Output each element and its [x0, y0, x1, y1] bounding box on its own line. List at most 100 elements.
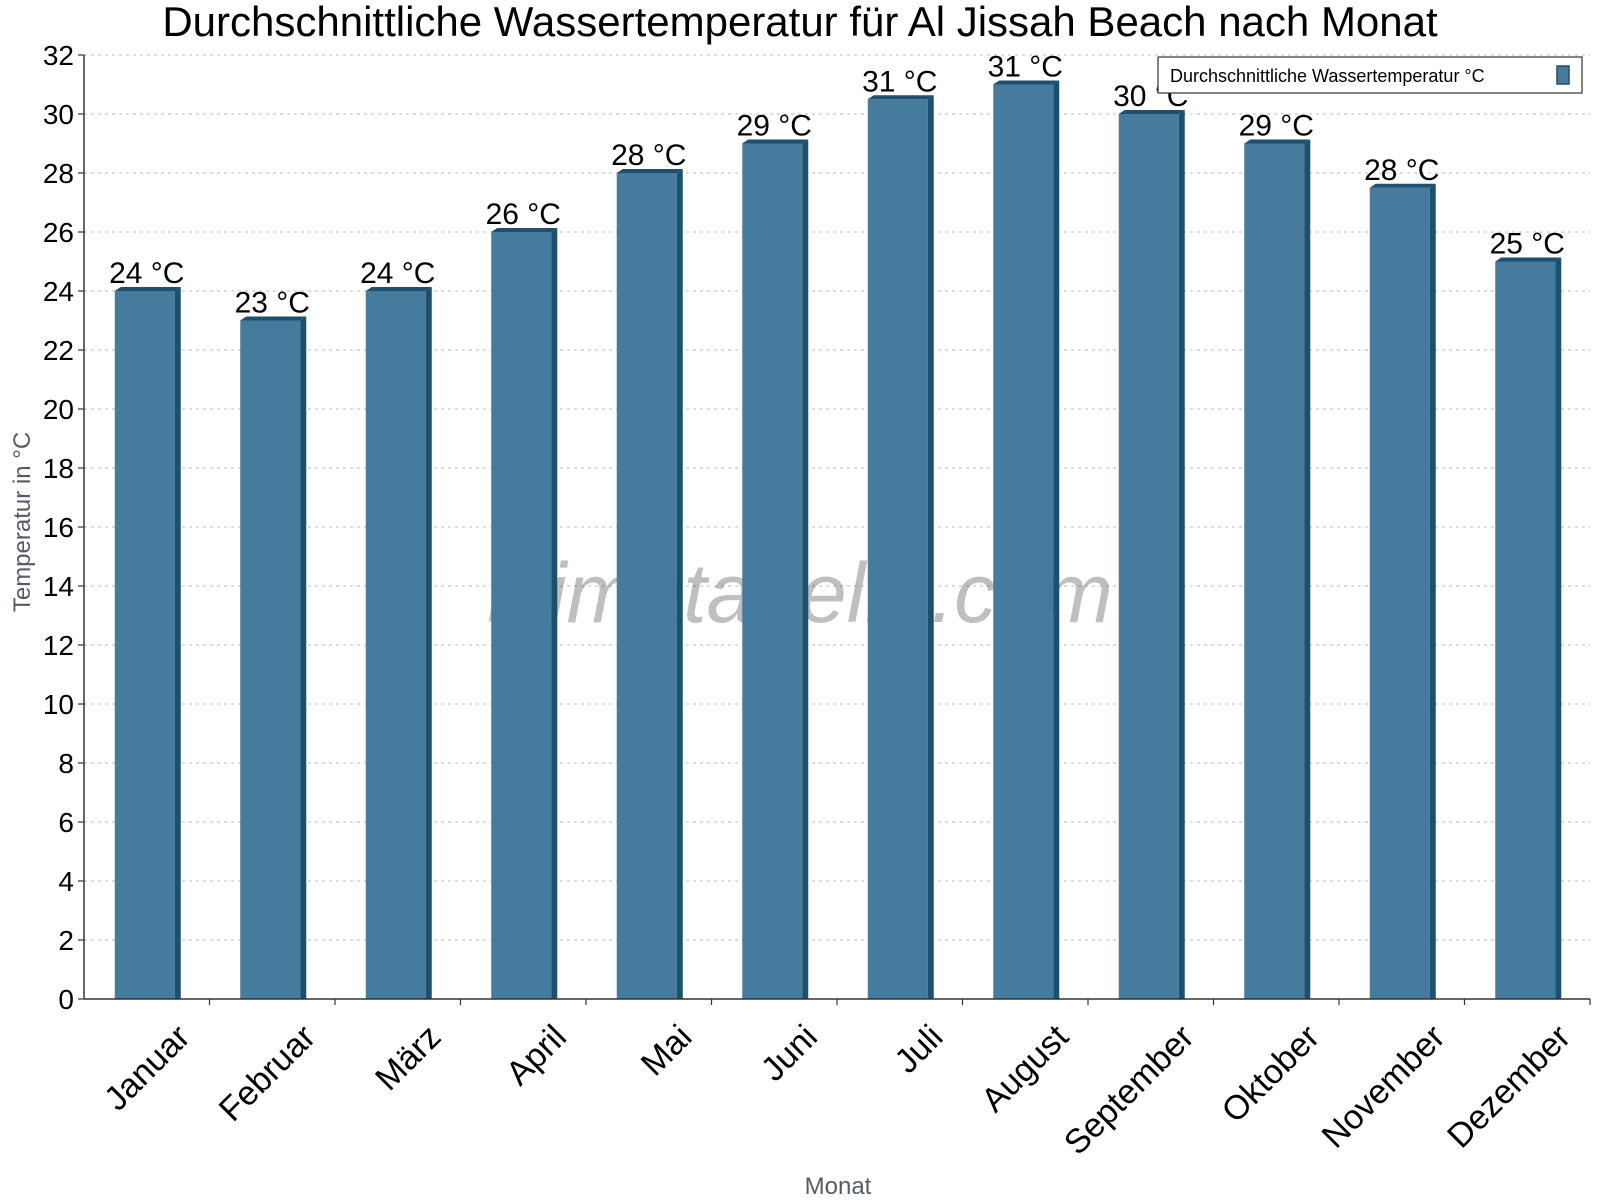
bar: [1118, 110, 1185, 999]
bar: [742, 139, 809, 999]
y-tick-label: 8: [58, 748, 74, 779]
data-label: 25 °C: [1490, 228, 1565, 261]
bar-side: [927, 95, 934, 999]
data-label: 29 °C: [737, 110, 812, 143]
bar-front: [1244, 143, 1305, 999]
legend-swatch: [1556, 65, 1570, 85]
bar-side: [300, 316, 307, 999]
x-tick-label: September: [1057, 1018, 1201, 1162]
y-tick-label: 32: [43, 40, 74, 71]
x-tick-label: Mai: [634, 1018, 700, 1084]
bar: [993, 80, 1060, 999]
bar-series: [114, 80, 1562, 999]
chart-title: Durchschnittliche Wassertemperatur für A…: [162, 0, 1438, 45]
bar: [867, 95, 934, 999]
y-tick-label: 10: [43, 689, 74, 720]
bar-top: [1118, 110, 1185, 114]
x-axis-ticks: Januar Februar März April Mai Juni Juli AugustS…: [97, 999, 1591, 1162]
bar-side: [1429, 183, 1436, 999]
y-tick-label: 18: [43, 453, 74, 484]
y-tick-label: 2: [58, 925, 74, 956]
data-label: 24 °C: [360, 257, 435, 290]
bar-front: [1495, 261, 1556, 999]
bar-top: [491, 228, 558, 232]
bar-top: [742, 139, 809, 144]
y-tick-label: 16: [43, 512, 74, 543]
bar-side: [1304, 139, 1311, 999]
legend-box: [1157, 56, 1583, 94]
data-label: 26 °C: [486, 198, 561, 231]
bar: [114, 287, 181, 999]
bar-top: [993, 80, 1060, 85]
bar: [365, 287, 432, 999]
x-tick-label: Juni: [754, 1018, 825, 1089]
x-tick-label: Oktober: [1215, 1018, 1327, 1130]
bar: [1495, 257, 1562, 999]
bar-top: [114, 287, 181, 291]
bar-side: [1178, 110, 1185, 999]
bar: [491, 228, 558, 999]
bar-top: [1369, 183, 1436, 188]
bar: [1369, 183, 1436, 999]
x-tick-label: Februar: [212, 1018, 323, 1129]
y-tick-label: 0: [58, 984, 74, 1015]
y-tick-label: 22: [43, 335, 74, 366]
x-tick-label: August: [974, 1017, 1076, 1119]
gridlines: [84, 54, 1590, 941]
y-tick-label: 26: [43, 217, 74, 248]
bar-side: [174, 287, 181, 999]
y-tick-label: 12: [43, 630, 74, 661]
bar-top: [1495, 257, 1562, 262]
bar-front: [1118, 114, 1179, 999]
x-axis-title: Monat: [805, 1173, 872, 1200]
y-tick-label: 4: [58, 866, 74, 897]
data-label: 31 °C: [988, 51, 1063, 84]
bar-front: [742, 143, 803, 999]
y-tick-label: 14: [43, 571, 74, 602]
bar-front: [491, 232, 552, 999]
legend-label: Durchschnittliche Wassertemperatur °C: [1170, 66, 1485, 86]
bar-front: [240, 320, 301, 999]
x-tick-label: Januar: [97, 1018, 197, 1118]
y-axis-title: Temperatur in °C: [9, 432, 36, 612]
data-labels: 24 °C 23 °C 24 °C 26 °C 28 °C 29 °C 31 °C 31 °C…: [109, 51, 1565, 320]
bar-front: [867, 99, 928, 999]
x-tick-label: November: [1315, 1018, 1453, 1156]
bar-front: [616, 173, 677, 999]
y-tick-label: 24: [43, 276, 74, 307]
bar-side: [1555, 257, 1562, 999]
x-tick-label: März: [368, 1018, 448, 1098]
y-tick-label: 28: [43, 158, 74, 189]
bar-front: [1369, 187, 1430, 999]
x-tick-label: Dezember: [1440, 1018, 1578, 1156]
bar: [240, 316, 307, 999]
bar-side: [676, 169, 683, 999]
bar: [1244, 139, 1311, 999]
bar-top: [1244, 139, 1311, 144]
bar-top: [867, 95, 934, 100]
bar-side: [1053, 80, 1060, 999]
bar-top: [616, 169, 683, 173]
bar-top: [240, 316, 307, 321]
data-label: 23 °C: [235, 287, 310, 320]
y-tick-label: 30: [43, 99, 74, 130]
y-tick-label: 20: [43, 394, 74, 425]
legend: Durchschnittliche Wassertemperatur °C: [1157, 56, 1583, 94]
bar-side: [425, 287, 432, 999]
data-label: 28 °C: [611, 139, 686, 172]
data-label: 31 °C: [862, 65, 937, 98]
bar-front: [114, 291, 175, 999]
bar: [616, 169, 683, 999]
x-tick-label: April: [499, 1018, 574, 1093]
bar-front: [365, 291, 426, 999]
data-label: 24 °C: [109, 257, 184, 290]
y-tick-label: 6: [58, 807, 74, 838]
bar-side: [802, 139, 809, 999]
data-label: 29 °C: [1239, 110, 1314, 143]
bar-front: [993, 84, 1054, 999]
bar-side: [551, 228, 558, 999]
data-label: 28 °C: [1364, 154, 1439, 187]
bar-top: [365, 287, 432, 291]
